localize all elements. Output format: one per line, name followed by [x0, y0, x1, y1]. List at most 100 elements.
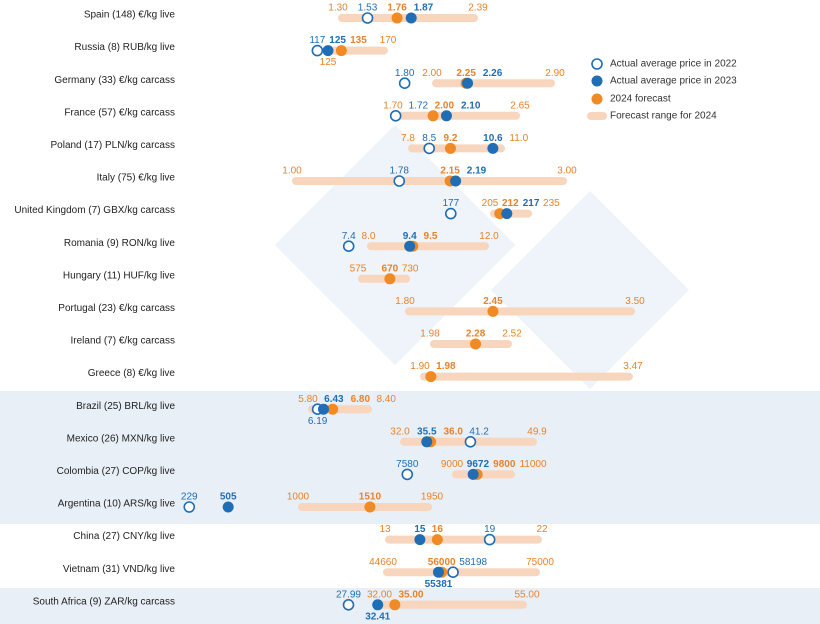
value-label: 2.15	[440, 166, 460, 177]
value-label: 16	[432, 524, 444, 535]
value-label: 8.40	[376, 394, 396, 405]
dot-2022	[361, 12, 374, 24]
range-bar	[432, 79, 555, 88]
range-bar	[292, 177, 567, 185]
value-label: 5.80	[298, 394, 318, 405]
legend-marker	[591, 75, 603, 87]
range-bar	[375, 600, 527, 609]
value-label: 1.72	[409, 100, 429, 111]
dot-2023	[462, 77, 474, 89]
value-label: 11000	[519, 459, 547, 470]
dot-forecast	[391, 12, 403, 24]
value-label: 3.50	[625, 296, 645, 307]
value-label: 2.52	[502, 329, 522, 340]
value-label: 235	[543, 198, 560, 209]
dot-2023	[467, 468, 479, 480]
category-label: Germany (33) €/kg carcass	[54, 75, 175, 86]
dot-forecast	[335, 45, 347, 57]
value-label: 9800	[493, 459, 516, 470]
category-label: Portugal (23) €/kg carcass	[58, 303, 175, 314]
range-bar	[385, 535, 542, 544]
dot-2023	[414, 534, 426, 546]
legend-label: Actual average price in 2022	[610, 59, 737, 70]
value-label: 177	[442, 198, 459, 209]
value-label: 1.87	[414, 3, 434, 14]
category-label: Vietnam (31) VND/kg live	[63, 564, 176, 575]
dot-2022	[393, 175, 406, 187]
value-label: 1000	[287, 492, 310, 503]
value-label: 117	[309, 35, 325, 46]
value-label: 8.0	[362, 231, 376, 242]
value-label: 2.45	[483, 296, 503, 307]
value-label: 56000	[428, 557, 456, 568]
dot-2023	[432, 566, 444, 578]
range-bar	[420, 372, 633, 381]
value-label: 205	[482, 198, 499, 209]
range-bar	[405, 307, 635, 316]
dot-forecast	[487, 305, 499, 317]
value-label: 2.39	[468, 3, 488, 14]
value-label: 1.70	[383, 100, 403, 111]
value-label: 9.5	[424, 231, 438, 242]
value-label: 1.76	[387, 3, 407, 14]
dot-2023	[501, 208, 513, 220]
value-label: 2.28	[466, 329, 486, 340]
dot-forecast	[327, 403, 339, 415]
dot-2022	[423, 142, 436, 155]
dot-2022	[183, 501, 196, 513]
value-label: 1.53	[358, 3, 378, 14]
category-label: Mexico (26) MXN/kg live	[67, 433, 176, 444]
value-label: 135	[350, 35, 367, 46]
category-label: Colombia (27) COP/kg live	[57, 466, 176, 477]
value-label: 212	[502, 198, 519, 209]
value-label: 1.00	[282, 166, 302, 177]
value-label: 41.2	[469, 426, 489, 437]
dot-forecast	[425, 371, 437, 383]
legend-marker	[587, 112, 607, 120]
watermark	[274, 124, 689, 389]
value-label: 2.00	[422, 68, 442, 79]
value-label: 2.26	[483, 68, 503, 79]
value-label: 32.00	[367, 589, 392, 600]
value-label: 1.98	[420, 329, 440, 340]
row-band	[0, 391, 820, 524]
category-label: Ireland (7) €/kg carcass	[71, 336, 176, 347]
range-bar	[367, 242, 489, 251]
value-label: 125	[320, 57, 337, 68]
value-label: 1.30	[328, 3, 348, 14]
dot-2023	[404, 240, 416, 252]
value-label: 32.41	[365, 611, 390, 622]
category-label: South Africa (9) ZAR/kg carcass	[33, 596, 175, 607]
value-label: 11.0	[509, 133, 528, 144]
category-label: Greece (8) €/kg live	[88, 368, 176, 379]
dot-2023	[405, 12, 417, 24]
value-label: 1.80	[395, 68, 415, 79]
value-label: 9000	[441, 459, 464, 470]
dot-forecast	[431, 534, 443, 546]
value-label: 58198	[459, 557, 487, 568]
category-label: Italy (75) €/kg live	[97, 173, 176, 184]
dot-2022	[401, 468, 414, 481]
legend-label: Actual average price in 2023	[610, 76, 737, 87]
dot-2022	[444, 207, 457, 220]
value-label: 44660	[369, 557, 397, 568]
dot-forecast	[470, 338, 482, 350]
dot-2022	[342, 598, 355, 611]
value-label: 6.19	[308, 416, 328, 427]
value-label: 1510	[359, 492, 382, 503]
value-label: 35.00	[398, 589, 423, 600]
value-label: 55.00	[514, 589, 539, 600]
range-bar	[358, 274, 410, 283]
value-label: 15	[414, 524, 426, 535]
value-label: 6.80	[351, 394, 371, 405]
value-label: 217	[523, 198, 540, 209]
value-label: 125	[329, 35, 346, 46]
legend-marker	[591, 93, 603, 105]
range-bar	[383, 568, 540, 577]
value-label: 9.4	[403, 231, 417, 242]
dot-2023	[440, 110, 452, 122]
dot-2022	[447, 566, 459, 579]
dot-2023	[372, 599, 384, 611]
value-label: 35.5	[417, 426, 437, 437]
